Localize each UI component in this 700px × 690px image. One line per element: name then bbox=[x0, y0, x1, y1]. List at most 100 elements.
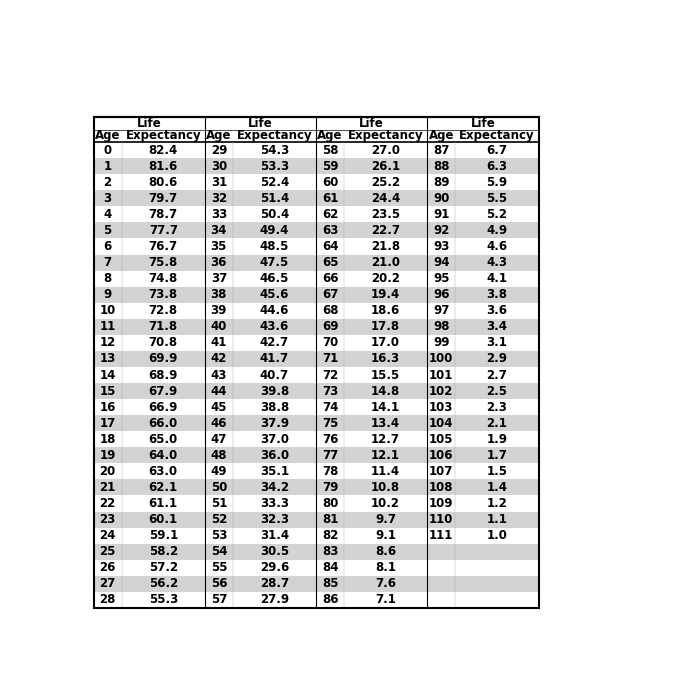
Text: 5.9: 5.9 bbox=[486, 176, 507, 189]
Text: 1.4: 1.4 bbox=[486, 481, 507, 494]
Text: 75: 75 bbox=[322, 417, 338, 430]
Text: 40: 40 bbox=[211, 320, 227, 333]
Text: 62.1: 62.1 bbox=[148, 481, 178, 494]
Bar bbox=[94, 431, 538, 447]
Text: 62: 62 bbox=[322, 208, 338, 221]
Text: 5.5: 5.5 bbox=[486, 192, 507, 205]
Text: 78: 78 bbox=[322, 465, 338, 478]
Text: 2.7: 2.7 bbox=[486, 368, 507, 382]
Text: 17: 17 bbox=[99, 417, 116, 430]
Text: 87: 87 bbox=[433, 144, 449, 157]
Text: 27.0: 27.0 bbox=[371, 144, 400, 157]
Text: 17.8: 17.8 bbox=[371, 320, 400, 333]
Text: 109: 109 bbox=[429, 497, 454, 510]
Text: 20.2: 20.2 bbox=[371, 272, 400, 285]
Text: 33: 33 bbox=[211, 208, 227, 221]
Bar bbox=[94, 303, 538, 319]
Text: 49: 49 bbox=[211, 465, 227, 478]
Text: 59.1: 59.1 bbox=[148, 529, 178, 542]
Text: 37: 37 bbox=[211, 272, 227, 285]
Text: Expectancy: Expectancy bbox=[348, 130, 424, 142]
Text: Age: Age bbox=[95, 130, 120, 142]
Text: Expectancy: Expectancy bbox=[125, 130, 201, 142]
Text: 3.8: 3.8 bbox=[486, 288, 507, 302]
Text: 39.8: 39.8 bbox=[260, 384, 289, 397]
Bar bbox=[94, 480, 538, 495]
Text: 65.0: 65.0 bbox=[148, 433, 178, 446]
Text: 90: 90 bbox=[433, 192, 449, 205]
Text: 68: 68 bbox=[322, 304, 338, 317]
Text: 2: 2 bbox=[104, 176, 112, 189]
Text: 47.5: 47.5 bbox=[260, 256, 289, 269]
Text: 74.8: 74.8 bbox=[148, 272, 178, 285]
Bar bbox=[94, 117, 538, 130]
Bar bbox=[94, 158, 538, 174]
Text: 73: 73 bbox=[322, 384, 338, 397]
Text: 23.5: 23.5 bbox=[371, 208, 400, 221]
Text: 49.4: 49.4 bbox=[260, 224, 289, 237]
Text: 14.1: 14.1 bbox=[371, 401, 400, 413]
Bar bbox=[94, 464, 538, 480]
Text: 34: 34 bbox=[211, 224, 227, 237]
Text: 9.1: 9.1 bbox=[375, 529, 396, 542]
Text: 70: 70 bbox=[322, 337, 338, 349]
Text: 42.7: 42.7 bbox=[260, 337, 289, 349]
Bar bbox=[94, 447, 538, 464]
Text: 12.1: 12.1 bbox=[371, 448, 400, 462]
Text: 60: 60 bbox=[322, 176, 338, 189]
Text: 78.7: 78.7 bbox=[148, 208, 178, 221]
Text: 71: 71 bbox=[322, 353, 338, 366]
Text: 2.9: 2.9 bbox=[486, 353, 507, 366]
Text: 11.4: 11.4 bbox=[371, 465, 400, 478]
Text: 99: 99 bbox=[433, 337, 449, 349]
Text: 58: 58 bbox=[322, 144, 338, 157]
Text: 13.4: 13.4 bbox=[371, 417, 400, 430]
Text: Age: Age bbox=[428, 130, 454, 142]
Text: 3.6: 3.6 bbox=[486, 304, 507, 317]
Text: 91: 91 bbox=[433, 208, 449, 221]
Text: 2.1: 2.1 bbox=[486, 417, 507, 430]
Text: 80.6: 80.6 bbox=[148, 176, 178, 189]
Text: 53: 53 bbox=[211, 529, 227, 542]
Text: 73.8: 73.8 bbox=[148, 288, 178, 302]
Text: 18: 18 bbox=[99, 433, 116, 446]
Text: 2.3: 2.3 bbox=[486, 401, 507, 413]
Text: 100: 100 bbox=[429, 353, 454, 366]
Text: 10.2: 10.2 bbox=[371, 497, 400, 510]
Bar bbox=[94, 117, 538, 608]
Text: 3: 3 bbox=[104, 192, 112, 205]
Bar bbox=[94, 319, 538, 335]
Text: 46.5: 46.5 bbox=[260, 272, 289, 285]
Bar bbox=[94, 335, 538, 351]
Text: 40.7: 40.7 bbox=[260, 368, 289, 382]
Text: 69: 69 bbox=[322, 320, 338, 333]
Bar bbox=[94, 399, 538, 415]
Text: 24: 24 bbox=[99, 529, 116, 542]
Text: 41.7: 41.7 bbox=[260, 353, 289, 366]
Text: 77.7: 77.7 bbox=[149, 224, 178, 237]
Text: 57.2: 57.2 bbox=[148, 561, 178, 574]
Text: 44: 44 bbox=[211, 384, 227, 397]
Text: 61: 61 bbox=[322, 192, 338, 205]
Text: 19: 19 bbox=[99, 448, 116, 462]
Text: 110: 110 bbox=[429, 513, 454, 526]
Text: Life: Life bbox=[470, 117, 496, 130]
Bar bbox=[94, 528, 538, 544]
Text: 4.3: 4.3 bbox=[486, 256, 507, 269]
Text: 88: 88 bbox=[433, 159, 449, 172]
Text: 14.8: 14.8 bbox=[371, 384, 400, 397]
Text: 44.6: 44.6 bbox=[260, 304, 289, 317]
Bar bbox=[94, 576, 538, 592]
Text: 104: 104 bbox=[429, 417, 454, 430]
Text: 77: 77 bbox=[322, 448, 338, 462]
Text: 21.0: 21.0 bbox=[371, 256, 400, 269]
Text: 5: 5 bbox=[104, 224, 112, 237]
Text: 38.8: 38.8 bbox=[260, 401, 289, 413]
Text: 106: 106 bbox=[429, 448, 454, 462]
Bar bbox=[94, 367, 538, 383]
Text: 103: 103 bbox=[429, 401, 454, 413]
Text: 46: 46 bbox=[211, 417, 227, 430]
Text: 21: 21 bbox=[99, 481, 116, 494]
Text: 2.5: 2.5 bbox=[486, 384, 507, 397]
Text: 38: 38 bbox=[211, 288, 227, 302]
